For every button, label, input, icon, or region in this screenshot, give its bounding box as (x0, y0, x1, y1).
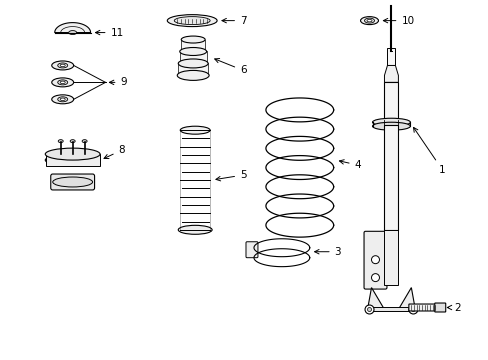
Ellipse shape (53, 177, 92, 187)
Ellipse shape (371, 274, 379, 282)
Text: 3: 3 (314, 247, 341, 257)
Ellipse shape (68, 31, 77, 35)
FancyBboxPatch shape (245, 242, 258, 258)
Ellipse shape (364, 18, 374, 23)
Bar (180, 51, 206, 63)
Text: 10: 10 (383, 15, 414, 26)
Bar (384, 82, 398, 120)
Ellipse shape (82, 140, 87, 143)
Ellipse shape (410, 307, 414, 311)
Bar (46, 154, 100, 166)
Ellipse shape (408, 305, 417, 314)
Text: 11: 11 (95, 28, 123, 37)
Ellipse shape (174, 17, 210, 24)
Ellipse shape (366, 19, 371, 22)
Ellipse shape (178, 225, 212, 234)
Bar (178, 63, 208, 75)
Ellipse shape (367, 307, 371, 311)
Polygon shape (384, 66, 398, 82)
Polygon shape (398, 288, 414, 311)
Ellipse shape (178, 59, 208, 68)
Text: 4: 4 (339, 160, 361, 170)
Bar (371, 306, 410, 311)
Bar (384, 125, 398, 230)
Ellipse shape (58, 63, 67, 68)
Text: 5: 5 (216, 170, 246, 181)
Ellipse shape (60, 98, 65, 100)
Polygon shape (367, 288, 384, 311)
Ellipse shape (360, 17, 378, 24)
Bar (386, 48, 395, 66)
FancyBboxPatch shape (363, 231, 386, 289)
Text: 9: 9 (109, 77, 127, 87)
FancyBboxPatch shape (408, 304, 439, 311)
Ellipse shape (60, 81, 65, 84)
Ellipse shape (45, 148, 100, 160)
Ellipse shape (58, 97, 67, 102)
Ellipse shape (60, 64, 65, 67)
Ellipse shape (52, 61, 74, 70)
Ellipse shape (372, 118, 409, 126)
Ellipse shape (52, 95, 74, 104)
Bar (181, 40, 205, 51)
Ellipse shape (180, 48, 206, 55)
FancyBboxPatch shape (434, 303, 445, 312)
Ellipse shape (372, 122, 409, 130)
Ellipse shape (70, 140, 75, 143)
Ellipse shape (45, 154, 100, 166)
Ellipse shape (364, 305, 373, 314)
Text: 1: 1 (413, 127, 445, 175)
Text: 2: 2 (447, 302, 460, 312)
Ellipse shape (177, 71, 209, 80)
Ellipse shape (371, 256, 379, 264)
Text: 6: 6 (214, 59, 246, 76)
FancyBboxPatch shape (51, 174, 94, 190)
Ellipse shape (181, 36, 205, 43)
Polygon shape (55, 23, 90, 32)
Ellipse shape (58, 80, 67, 85)
Ellipse shape (167, 15, 217, 27)
Text: 8: 8 (104, 145, 125, 158)
Ellipse shape (58, 140, 63, 143)
Ellipse shape (180, 126, 210, 134)
Bar (384, 230, 398, 285)
Ellipse shape (52, 78, 74, 87)
Text: 7: 7 (222, 15, 246, 26)
